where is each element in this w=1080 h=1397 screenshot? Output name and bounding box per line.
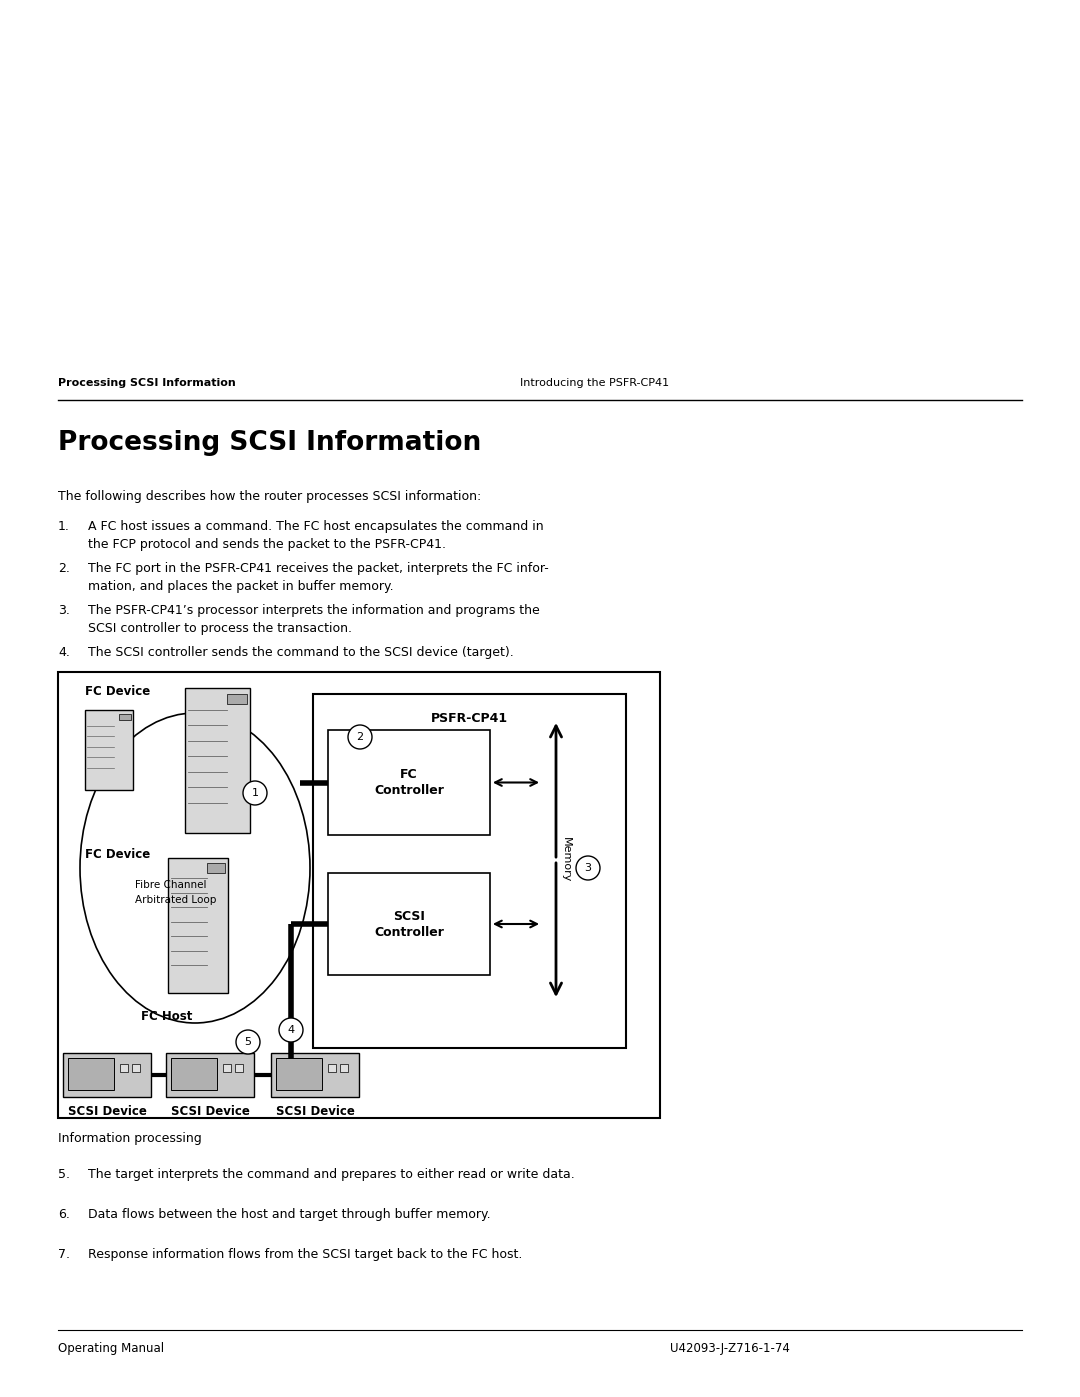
Bar — [68, 1059, 114, 1090]
Text: Response information flows from the SCSI target back to the FC host.: Response information flows from the SCSI… — [87, 1248, 523, 1261]
Bar — [234, 1065, 243, 1071]
Text: 7.: 7. — [58, 1248, 70, 1261]
Bar — [120, 1065, 129, 1071]
Text: Arbitrated Loop: Arbitrated Loop — [135, 895, 216, 905]
Circle shape — [279, 1018, 303, 1042]
Text: Data flows between the host and target through buffer memory.: Data flows between the host and target t… — [87, 1208, 490, 1221]
Text: 4.: 4. — [58, 645, 70, 659]
Circle shape — [237, 1030, 260, 1053]
Text: FC Host: FC Host — [141, 1010, 192, 1023]
Text: PSFR-CP41: PSFR-CP41 — [431, 712, 508, 725]
Circle shape — [243, 781, 267, 805]
Text: The following describes how the router processes SCSI information:: The following describes how the router p… — [58, 490, 482, 503]
Text: Memory: Memory — [561, 837, 571, 883]
Text: 1: 1 — [252, 788, 258, 798]
Text: The FC port in the PSFR-CP41 receives the packet, interprets the FC infor-: The FC port in the PSFR-CP41 receives th… — [87, 562, 549, 576]
Bar — [271, 1053, 359, 1097]
Text: mation, and places the packet in buffer memory.: mation, and places the packet in buffer … — [87, 580, 393, 592]
Bar — [339, 1065, 348, 1071]
Text: Information processing: Information processing — [58, 1132, 202, 1146]
Text: The target interprets the command and prepares to either read or write data.: The target interprets the command and pr… — [87, 1168, 575, 1180]
Bar — [166, 1053, 254, 1097]
Text: SCSI controller to process the transaction.: SCSI controller to process the transacti… — [87, 622, 352, 636]
Text: 5.: 5. — [58, 1168, 70, 1180]
Text: FC
Controller: FC Controller — [374, 768, 444, 798]
Text: SCSI Device: SCSI Device — [275, 1105, 354, 1118]
Text: 4: 4 — [287, 1025, 295, 1035]
Text: The SCSI controller sends the command to the SCSI device (target).: The SCSI controller sends the command to… — [87, 645, 514, 659]
Text: Processing SCSI Information: Processing SCSI Information — [58, 379, 235, 388]
Text: 6.: 6. — [58, 1208, 70, 1221]
Bar — [119, 714, 131, 721]
Text: 2: 2 — [356, 732, 364, 742]
Bar — [207, 863, 225, 873]
Text: SCSI Device: SCSI Device — [171, 1105, 249, 1118]
Bar — [132, 1065, 139, 1071]
Bar — [168, 858, 228, 993]
Bar — [227, 694, 246, 704]
Text: 3.: 3. — [58, 604, 70, 617]
Text: The PSFR-CP41’s processor interprets the information and programs the: The PSFR-CP41’s processor interprets the… — [87, 604, 540, 617]
Bar — [276, 1059, 322, 1090]
Bar — [58, 672, 660, 1118]
Bar — [172, 1059, 217, 1090]
Text: the FCP protocol and sends the packet to the PSFR-CP41.: the FCP protocol and sends the packet to… — [87, 538, 446, 550]
Bar — [328, 1065, 336, 1071]
Bar — [328, 873, 490, 975]
Text: U42093-J-Z716-1-74: U42093-J-Z716-1-74 — [670, 1343, 789, 1355]
Text: 1.: 1. — [58, 520, 70, 534]
Text: Processing SCSI Information: Processing SCSI Information — [58, 430, 482, 455]
Text: 2.: 2. — [58, 562, 70, 576]
Text: Operating Manual: Operating Manual — [58, 1343, 164, 1355]
Text: 3: 3 — [584, 863, 592, 873]
Text: SCSI Device: SCSI Device — [68, 1105, 147, 1118]
Bar — [85, 710, 133, 789]
Circle shape — [576, 856, 600, 880]
Bar — [224, 1065, 231, 1071]
Text: FC Device: FC Device — [85, 685, 150, 698]
Text: A FC host issues a command. The FC host encapsulates the command in: A FC host issues a command. The FC host … — [87, 520, 543, 534]
Text: SCSI
Controller: SCSI Controller — [374, 909, 444, 939]
Circle shape — [348, 725, 372, 749]
Text: FC Device: FC Device — [85, 848, 150, 861]
Bar — [63, 1053, 151, 1097]
Text: Introducing the PSFR-CP41: Introducing the PSFR-CP41 — [519, 379, 670, 388]
Text: 5: 5 — [244, 1037, 252, 1046]
Bar — [328, 731, 490, 835]
Text: Fibre Channel: Fibre Channel — [135, 880, 206, 890]
Bar — [313, 694, 626, 1048]
Bar — [185, 687, 249, 833]
